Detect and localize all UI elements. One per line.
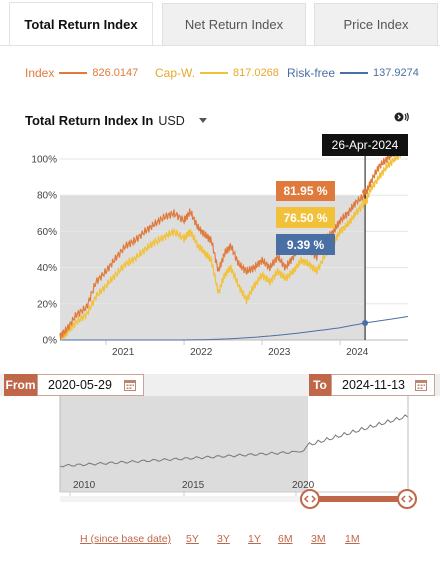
y-tick-label: 20% [37,299,57,310]
range-button-5y[interactable]: 5Y [186,533,199,545]
right-handle-icon[interactable] [397,489,417,509]
to-date-value: 2024-11-13 [342,378,406,392]
y-tick-label: 100% [31,155,57,166]
legend-value-index: 826.0147 [92,67,139,79]
legend-line-riskfree [340,72,369,74]
series-line-capw [59,149,408,342]
legend-label-index: Index [25,66,55,80]
tabs-divider [0,45,440,46]
to-label: To [309,374,331,396]
nav-x-tick: 2020 [292,480,315,491]
from-label: From [4,374,37,396]
calendar-icon[interactable] [415,379,427,391]
crosshair-point-riskfree [362,320,369,327]
range-button-history[interactable]: H (since base date) [80,533,172,545]
tooltip-value-riskfree: 9.39 % [276,234,335,255]
y-tick-label: 80% [37,191,57,202]
x-tick-label: 2023 [268,347,291,358]
crosshair-point-capw [362,198,369,205]
navigator-chart[interactable]: 2010 2015 2020 [0,396,440,516]
y-tick-label: 40% [37,263,57,274]
y-tick-label: 60% [37,227,57,238]
legend-line-index [59,72,88,74]
calendar-icon[interactable] [124,379,136,391]
series-line-riskfree [60,316,409,341]
navigator-series-line [59,414,409,468]
range-button-6m[interactable]: 6M [278,533,293,545]
x-tick-label: 2024 [346,347,369,358]
tab-net-return-index[interactable]: Net Return Index [162,3,306,45]
series-line-index [59,147,408,340]
total-return-chart[interactable]: 0% 20% 40% 60% 80% 100% 2021 2022 2023 2024 [0,130,440,365]
x-tick-label: 2021 [112,347,135,358]
legend-label-capw: Cap-W. [155,66,196,80]
legend-line-capw [200,72,229,74]
tab-total-return-index[interactable]: Total Return Index [9,2,153,46]
range-button-1m[interactable]: 1M [345,533,360,545]
x-tick-label: 2022 [190,347,213,358]
legend-item-capw[interactable]: Cap-W. 817.0268 [155,66,279,80]
nav-x-tick: 2010 [73,480,96,491]
legend-item-index[interactable]: Index 826.0147 [25,66,138,80]
legend-value-capw: 817.0268 [233,67,279,79]
currency-select[interactable]: USD [158,113,185,128]
y-tick-label: 0% [43,336,58,347]
range-button-1y[interactable]: 1Y [248,533,261,545]
from-date-value: 2020-05-29 [48,378,112,392]
from-date-input[interactable]: 2020-05-29 [37,374,144,396]
chart-title: Total Return Index In [25,113,154,128]
left-handle-icon[interactable] [300,489,320,509]
nav-x-tick: 2015 [182,480,205,491]
tooltip-value-index: 81.95 % [276,181,335,201]
tooltip-date: 26-Apr-2024 [322,134,408,156]
navigator-unselected-mask [60,396,308,492]
chevron-down-icon[interactable] [198,118,207,123]
chart-header: Total Return Index In USD [25,113,207,128]
tooltip-value-capw: 76.50 % [276,207,335,228]
range-button-3m[interactable]: 3M [311,533,326,545]
range-selector: H (since base date) 5Y 3Y 1Y 6M 3M 1M [0,533,440,549]
legend-item-riskfree[interactable]: Risk-free 137.9274 [287,66,419,80]
chart-legend: Index 826.0147 Cap-W. 817.0268 Risk-free… [0,66,440,82]
to-date-input[interactable]: 2024-11-13 [331,374,435,396]
navigator-scrollbar-selection[interactable] [310,496,408,502]
index-type-tabs: Total Return Index Net Return Index Pric… [0,0,440,46]
legend-value-riskfree: 137.9274 [373,67,419,79]
tab-price-index[interactable]: Price Index [314,3,438,45]
crosshair-point-index [362,188,369,195]
range-button-3y[interactable]: 3Y [217,533,230,545]
legend-label-riskfree: Risk-free [287,66,336,80]
sound-icon[interactable] [394,110,410,124]
navigator-scrollbar-track[interactable] [60,496,310,502]
